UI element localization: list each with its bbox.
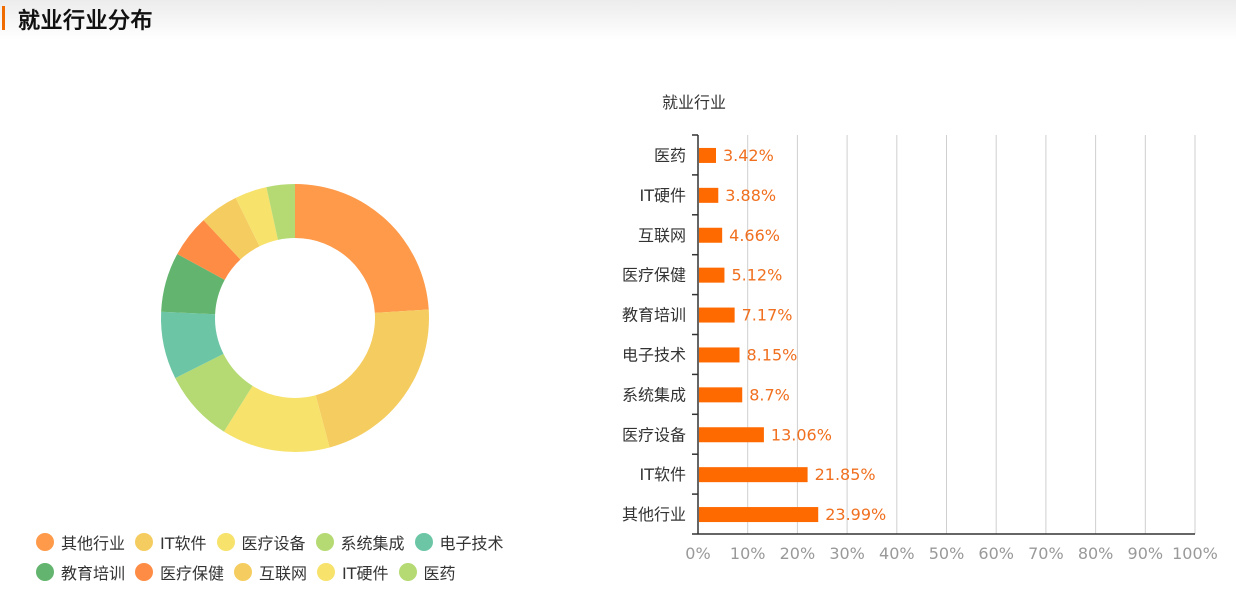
legend-item[interactable]: 医疗保健: [135, 560, 224, 584]
page-title: 就业行业分布: [18, 9, 154, 34]
legend-label: IT硬件: [342, 564, 389, 583]
donut-segment[interactable]: [223, 385, 330, 452]
legend-dot-icon: [135, 533, 154, 551]
bar-value-label: 4.66%: [729, 226, 780, 245]
category-label: 系统集成: [622, 385, 686, 404]
x-tick-label: 30%: [829, 544, 865, 563]
bar-value-label: 7.17%: [742, 306, 793, 325]
x-tick-label: 60%: [978, 544, 1014, 563]
legend-label: 教育培训: [61, 564, 126, 583]
legend-item[interactable]: 教育培训: [36, 560, 125, 584]
legend-dot-icon: [234, 563, 253, 581]
category-label: 医药: [654, 146, 686, 165]
legend-dot-icon: [216, 533, 235, 551]
x-tick-label: 100%: [1172, 544, 1218, 563]
category-label: 教育培训: [622, 306, 686, 325]
x-tick-label: 70%: [1028, 544, 1064, 563]
bar[interactable]: [699, 227, 723, 243]
x-tick-label: 50%: [929, 544, 965, 563]
category-label: 其他行业: [622, 505, 686, 524]
legend-item[interactable]: IT软件: [135, 530, 207, 554]
legend-label: IT软件: [160, 534, 207, 553]
bar-value-label: 8.15%: [747, 345, 798, 364]
legend-item[interactable]: 系统集成: [315, 530, 405, 554]
bar[interactable]: [699, 467, 808, 483]
bar-chart: 就业行业 0% 10% 20% 30% 40% 50% 60% 70% 80% 90% 100% 医药 3…: [622, 93, 1218, 563]
legend-item[interactable]: 互联网: [234, 560, 307, 584]
donut-chart: [161, 184, 429, 452]
legend-dot-icon: [315, 533, 334, 551]
x-tick-label: 20%: [780, 544, 816, 563]
donut-segment[interactable]: [177, 220, 241, 280]
legend-dot-icon: [36, 533, 54, 551]
donut-segment[interactable]: [161, 254, 225, 315]
bar[interactable]: [699, 267, 725, 283]
category-label: IT软件: [640, 465, 687, 484]
donut-segment[interactable]: [266, 184, 295, 240]
legend-dot-icon: [414, 533, 433, 551]
bar-value-label: 13.06%: [771, 425, 832, 444]
category-label: IT硬件: [640, 186, 687, 205]
category-label: 医疗保健: [622, 266, 686, 285]
category-label: 医疗设备: [622, 425, 686, 444]
legend-label: 电子技术: [439, 534, 504, 553]
legend-dot-icon: [317, 563, 336, 581]
legend-dot-icon: [36, 563, 54, 581]
y-axis-title: 就业行业: [662, 93, 726, 112]
legend-dot-icon: [135, 563, 154, 581]
bar-value-label: 21.85%: [815, 465, 876, 484]
donut-segment[interactable]: [235, 187, 278, 247]
bar[interactable]: [699, 187, 719, 203]
header-background: [0, 0, 1236, 40]
x-tick-label: 40%: [879, 544, 915, 563]
donut-segment[interactable]: [161, 311, 224, 379]
category-label: 互联网: [638, 226, 686, 245]
legend-item[interactable]: 电子技术: [414, 530, 504, 554]
donut-segment[interactable]: [175, 353, 253, 432]
legend-dot-icon: [398, 563, 417, 581]
bar[interactable]: [699, 427, 764, 443]
legend-label: 互联网: [259, 564, 308, 583]
x-tick-label: 0%: [685, 544, 710, 563]
legend-label: 系统集成: [340, 534, 405, 553]
bar-value-label: 5.12%: [731, 266, 782, 285]
legend-item[interactable]: 医药: [398, 560, 456, 584]
x-tick-label: 80%: [1078, 544, 1114, 563]
bar-value-label: 8.7%: [749, 385, 790, 404]
bar[interactable]: [699, 347, 740, 363]
legend-label: 医疗保健: [160, 564, 225, 583]
legend-item[interactable]: 其他行业: [36, 530, 125, 554]
donut-legend: 其他行业 IT软件 医疗设备 系统集成 电子技术教育培训 医疗保健 互联网 IT硬件 医药: [36, 527, 596, 587]
legend-row: 其他行业 IT软件 医疗设备 系统集成 电子技术: [36, 527, 596, 557]
bar-value-label: 3.42%: [723, 146, 774, 165]
bar[interactable]: [699, 507, 819, 523]
legend-label: 医疗设备: [241, 534, 306, 553]
bar-value-label: 23.99%: [825, 505, 886, 524]
legend-item[interactable]: IT硬件: [317, 560, 389, 584]
legend-row: 教育培训 医疗保健 互联网 IT硬件 医药: [36, 557, 596, 587]
donut-segment[interactable]: [315, 309, 429, 448]
legend-label: 医药: [423, 564, 456, 583]
donut-segment[interactable]: [295, 184, 429, 313]
donut-segment[interactable]: [203, 197, 260, 260]
legend-label: 其他行业: [61, 534, 126, 553]
bar[interactable]: [699, 387, 743, 403]
x-tick-label: 10%: [730, 544, 766, 563]
x-tick-label: 90%: [1128, 544, 1164, 563]
legend-item[interactable]: 医疗设备: [216, 530, 306, 554]
title-accent-bar: [2, 6, 5, 30]
bar-value-label: 3.88%: [725, 186, 776, 205]
category-label: 电子技术: [622, 345, 686, 364]
bar[interactable]: [699, 307, 735, 323]
bar[interactable]: [699, 147, 716, 163]
